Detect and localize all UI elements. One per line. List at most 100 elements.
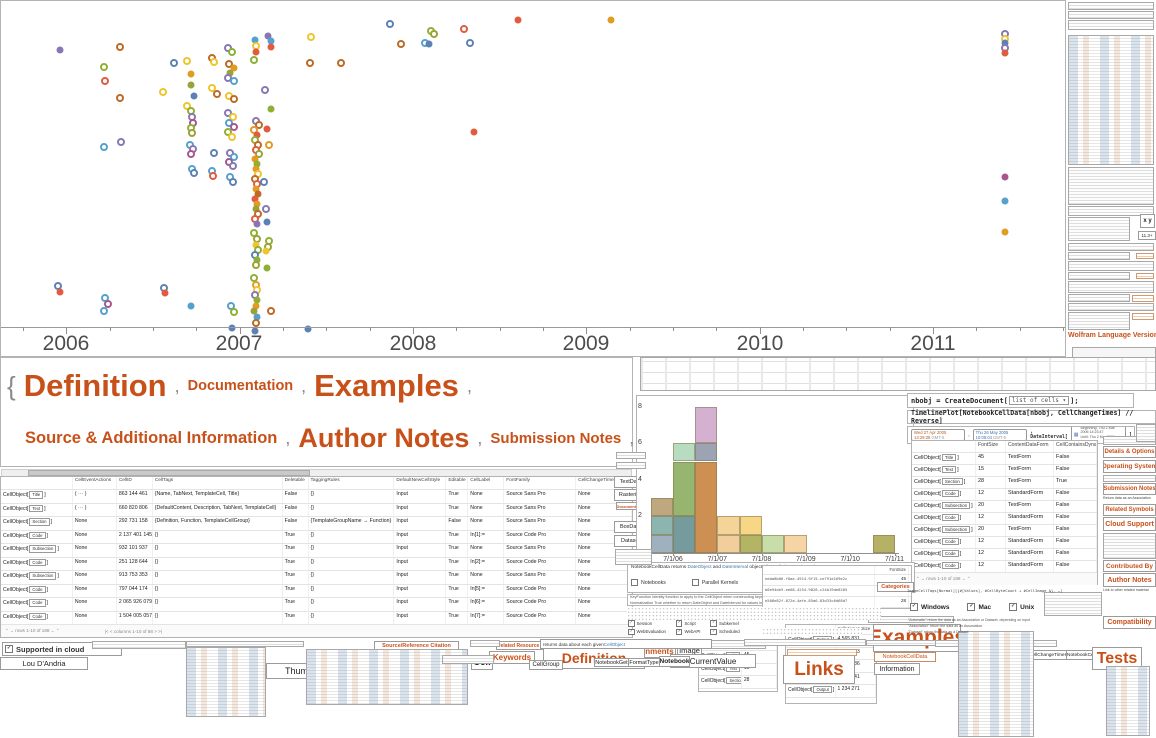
checkbox-item[interactable]: Parallel Kernels [691,579,738,586]
columns-pager[interactable]: |< < columns 1-10 of 88 > >| [104,628,163,634]
checkbox-item[interactable]: ✓ Windows [910,603,949,611]
table-cell: None [468,490,505,503]
table-cell: StandardForm [1006,536,1054,548]
checkbox[interactable]: ✓ [628,620,635,627]
axis-tick [370,327,371,331]
list-of-cells-chip[interactable]: list of cells ▾ [1008,395,1070,406]
property-table: FontSizeContentDataFormCellContainsDynam… [911,440,1098,585]
calendar-icon: ▦ [1073,431,1079,438]
doc-link[interactable]: Cloud Support [1103,517,1156,531]
table-cell: False [1054,500,1097,512]
timeline-dot [213,90,221,98]
table-cell: 863 144 461 [117,490,153,503]
rows-pager[interactable]: ⌃ ⌄ rows 1-10 of 188 ⌄ ⌃ [916,575,971,581]
fragment-examples[interactable]: Examples [873,624,961,652]
table-cell: StandardForm [1006,512,1054,524]
timeline-dot [514,16,522,24]
checkbox[interactable]: ✓ [675,620,683,627]
checkbox-label: Unix [1020,603,1035,611]
table-cell: CellObject[Subsection] [1,571,73,584]
histogram-bar-segment [695,443,718,462]
histogram-bar-segment [717,516,740,535]
checkbox-column: ✓ Session ✓ WebEvaluation [628,620,666,638]
table-cell: {} [309,490,395,503]
noise-thumbnail [615,549,652,565]
table-cell: CellObject[Code] [912,488,976,500]
doc-link[interactable]: Details & Options [1103,446,1156,458]
doc-link[interactable]: Compatibility [1103,616,1156,629]
timeline-dot [251,327,259,335]
table-cell: In[5]:= [468,584,505,597]
checkbox[interactable]: ✓ [628,628,635,635]
axis-tick [1020,327,1021,331]
timeline-dot [190,169,198,177]
label-cell: CellObject[Output] [786,685,836,697]
table-cell: Input [394,598,447,611]
table-row: CellObject[Section] 28 TextForm True [912,476,1097,489]
fragment-cellchangetimes: CellChangeTimes [1028,650,1068,660]
timeline-dot [263,264,271,272]
timeline-dot [337,59,345,67]
scroll-thumb[interactable] [28,470,310,476]
timeline-dot [304,325,312,333]
checkbox[interactable]: ✓ [967,603,976,611]
doc-link[interactable]: Author Notes [1103,573,1156,587]
value-cell: 1 234 271 [836,685,876,697]
table-cell: Source Sans Pro [504,490,577,503]
timeline-dot [253,200,261,208]
table-row: CellObject[Subsection] 20 TextForm False [912,524,1097,537]
uuid-cell: b0e94de5-ee68-4254-9828-c24b19de8205 [763,586,875,596]
fragment-categories[interactable]: Categories [877,582,914,592]
checkbox[interactable]: ✓ [5,645,13,653]
table-cell: 12 [976,548,1006,560]
timeline-dot [1001,228,1009,236]
table-cell: True [283,571,309,584]
rows-pager[interactable]: ⌃ ⌄ rows 1-10 of 188 ⌄ ⌃ [5,628,60,633]
comma: , [285,427,291,448]
timeline-dot [261,86,269,94]
timeline-dot [100,143,108,151]
table-cell: {Name, TabNext, TemplateCell, Title} [153,490,283,503]
table-cell: {} [153,557,283,570]
doc-link[interactable]: Operating System [1103,460,1156,473]
timeline-dot [262,247,270,255]
checkbox[interactable] [631,579,638,586]
timeline-dot [161,289,169,297]
timeline-dot [228,133,236,141]
checkbox-item[interactable]: ✓ Scheduled [710,628,740,635]
table-cell: None [73,557,117,570]
returns-text: returns data about each given CellObject [540,639,712,649]
checkbox-item[interactable]: ✓ Session [628,620,666,627]
checkbox-item[interactable]: ✓ Subkernel [710,620,739,627]
checkbox[interactable]: ✓ [675,628,683,635]
checkbox[interactable]: ✓ [710,628,717,635]
doc-link[interactable]: Contributed By [1103,560,1156,572]
doc-link[interactable]: Related Symbols [1103,504,1156,516]
table-cell: 12 [976,536,1006,548]
cell-style-chip: Section [29,518,50,526]
timeline-dot [252,205,260,213]
doc-link[interactable]: Submission Notes [1103,483,1156,495]
checkbox-item[interactable]: ✓ WebEvaluation [628,628,666,635]
axis-tick [716,327,717,331]
rail-thumbnail [1068,167,1154,205]
checkbox[interactable]: ✓ [910,603,918,611]
checkbox-item[interactable]: ✓ WebAPI [675,628,700,635]
fragment-links[interactable]: Links [783,655,855,684]
checkbox[interactable]: ✓ [1009,603,1018,611]
checkbox[interactable]: ✓ [710,620,717,627]
timeline-dot [466,39,474,47]
table-cell: Source Sans Pro [504,571,577,584]
column-header: FontSize [875,566,909,574]
checkbox-item[interactable]: ✓ Mac [967,603,991,611]
table-row: CellObject[Code] 12 StandardForm False [912,548,1097,561]
checkbox-item[interactable]: ✓ Unix [1009,603,1034,611]
checkbox[interactable] [691,579,699,586]
timeline-dot [253,220,261,228]
fragment-keywords[interactable]: Keywords [489,651,535,664]
noise-thumbnail [787,649,857,656]
checkbox-item[interactable]: ✓ Script [675,620,701,627]
checkbox-item[interactable]: Notebooks [631,579,666,586]
table-row: CellObject[Code] 12 StandardForm False [912,536,1097,549]
axis-tick [976,327,977,331]
